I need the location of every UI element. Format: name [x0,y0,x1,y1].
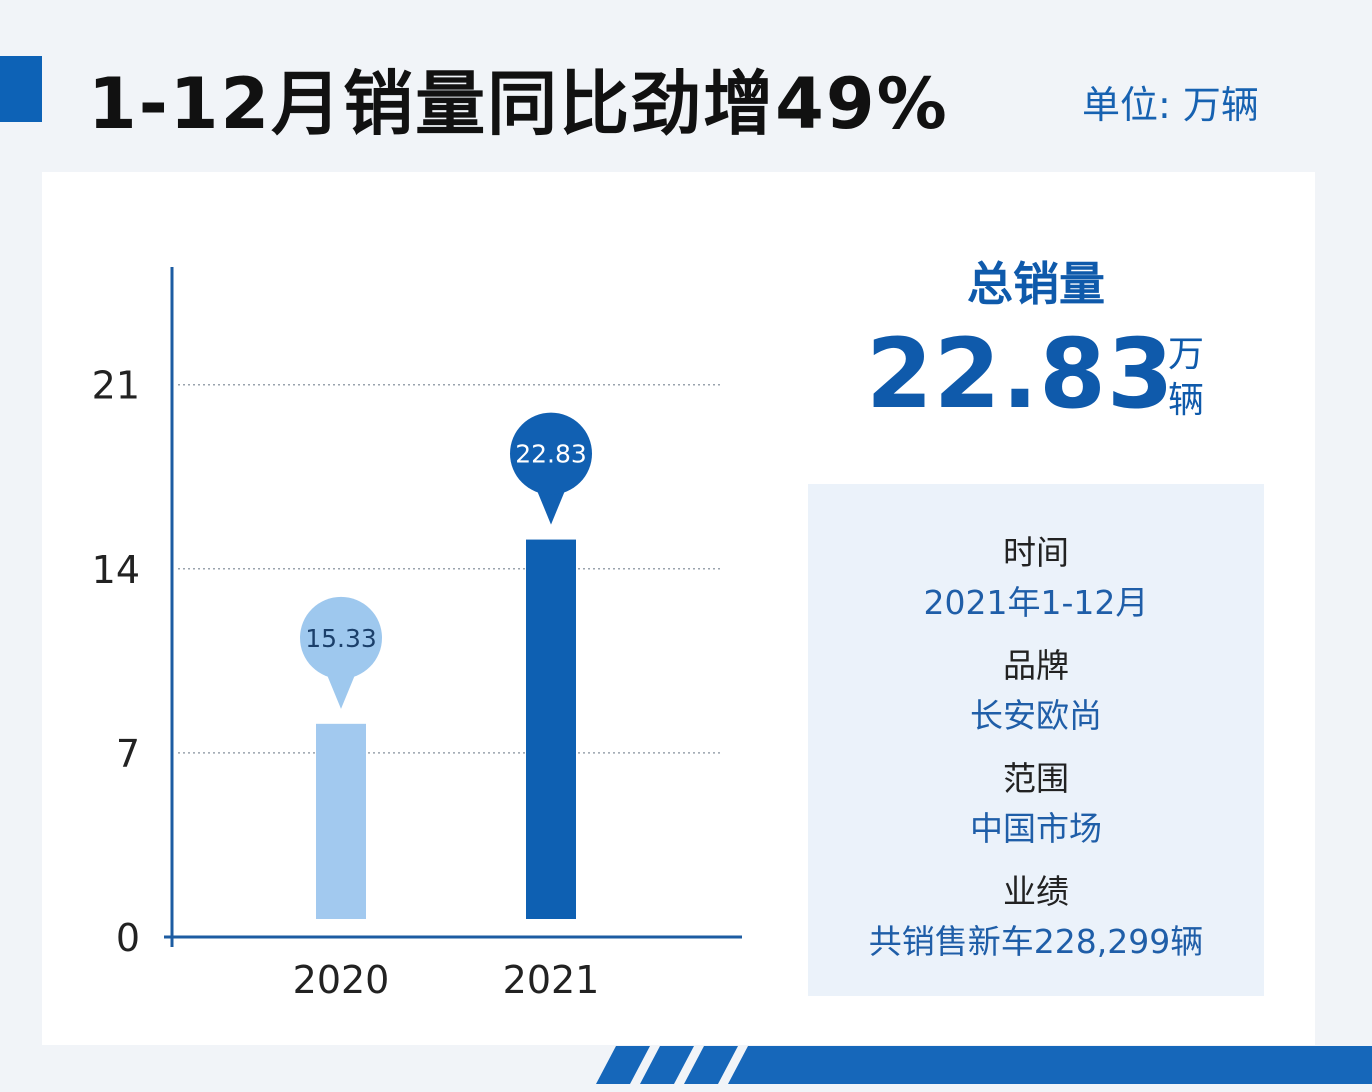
data-callout-bubble [510,412,592,495]
y-tick-label: 0 [116,916,140,960]
data-callout-pointer [537,490,565,525]
total-sales-value: 22.83 [866,318,1175,430]
y-tick-label: 7 [116,732,140,776]
page-title: 1-12月销量同比劲增49% [88,63,949,145]
info-panel: 时间 2021年1-12月 品牌 长安欧尚 范围 中国市场 业绩 共销售新车22… [808,484,1264,996]
brand-label: 品牌 [1003,646,1069,685]
bar-2020 [316,723,366,919]
time-label: 时间 [1003,533,1069,572]
y-tick-label: 21 [92,364,140,408]
bar-chart: 0 7 14 21 15.33 2020 22.83 2021 [92,267,742,1002]
time-value: 2021年1-12月 [923,583,1149,622]
data-callout-bubble [300,596,382,679]
x-tick-label: 2020 [293,958,390,1002]
bar-2021 [526,539,576,919]
y-tick-label: 14 [92,548,140,592]
decorative-stripes [596,1046,1372,1084]
title-marker [0,56,42,122]
data-callout-pointer [327,674,355,709]
data-label: 22.83 [515,440,587,469]
scope-value: 中国市场 [970,809,1102,848]
performance-label: 业绩 [1003,872,1069,911]
performance-value: 共销售新车228,299辆 [868,922,1204,961]
x-tick-label: 2021 [503,958,600,1002]
total-sales-label: 总销量 [967,257,1105,311]
scope-label: 范围 [1003,759,1069,798]
brand-value: 长安欧尚 [970,696,1102,735]
total-sales-unit: 万辆 [1167,334,1204,421]
unit-label: 单位: 万辆 [1082,83,1259,127]
data-label: 15.33 [305,624,377,653]
